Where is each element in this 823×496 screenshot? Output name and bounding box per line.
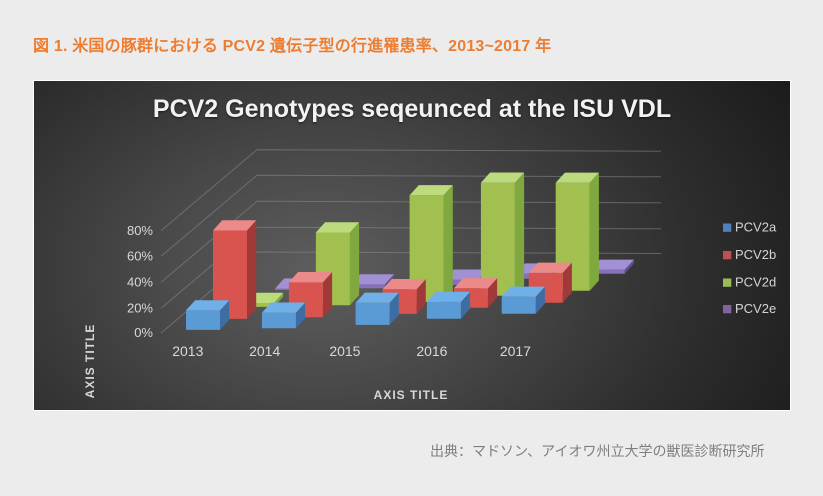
svg-text:PCV2a: PCV2a <box>735 219 777 234</box>
svg-text:60%: 60% <box>127 249 153 264</box>
svg-text:2017: 2017 <box>500 343 531 359</box>
svg-text:2015: 2015 <box>329 343 360 359</box>
svg-text:AXIS TITLE: AXIS TITLE <box>374 388 449 402</box>
svg-text:40%: 40% <box>127 275 153 290</box>
svg-text:2014: 2014 <box>249 343 280 359</box>
svg-text:2013: 2013 <box>172 343 203 359</box>
svg-text:AXIS TITLE: AXIS TITLE <box>83 324 97 399</box>
svg-text:20%: 20% <box>127 301 153 316</box>
svg-text:PCV2b: PCV2b <box>735 247 776 262</box>
svg-text:0%: 0% <box>134 325 153 340</box>
svg-text:2016: 2016 <box>416 343 447 359</box>
svg-text:80%: 80% <box>127 223 153 238</box>
svg-text:PCV2d: PCV2d <box>735 274 776 289</box>
svg-text:PCV2e: PCV2e <box>735 301 776 316</box>
